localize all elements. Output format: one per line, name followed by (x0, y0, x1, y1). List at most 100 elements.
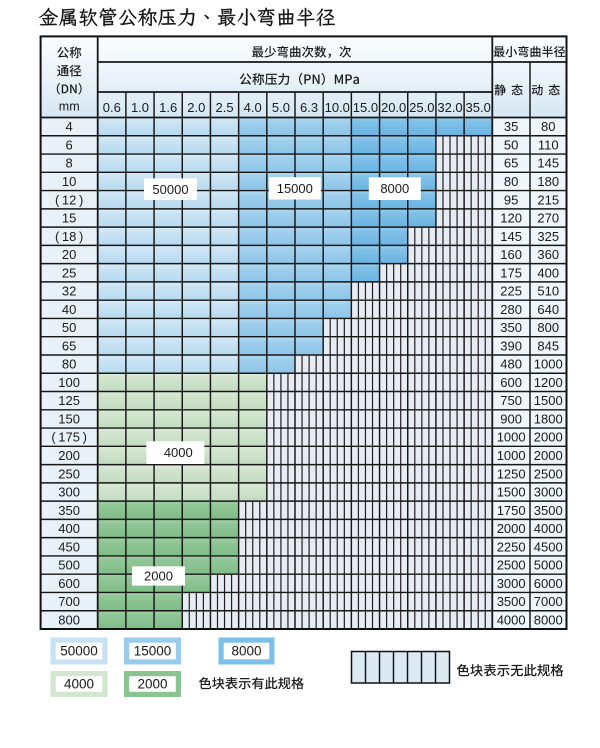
svg-text:175: 175 (500, 265, 522, 280)
svg-text:15000: 15000 (134, 644, 172, 659)
svg-text:225: 225 (500, 284, 522, 299)
svg-text:8: 8 (66, 156, 73, 171)
svg-text:2.0: 2.0 (187, 100, 205, 115)
svg-text:400: 400 (537, 265, 559, 280)
svg-text:3500: 3500 (497, 594, 526, 609)
svg-text:1.0: 1.0 (131, 100, 149, 115)
svg-text:mm: mm (59, 99, 80, 113)
svg-text:360: 360 (537, 247, 559, 262)
svg-text:750: 750 (500, 393, 522, 408)
svg-text:80: 80 (62, 357, 76, 372)
svg-text:0.6: 0.6 (103, 100, 121, 115)
svg-text:8000: 8000 (380, 181, 409, 196)
svg-text:110: 110 (538, 137, 559, 152)
svg-text:280: 280 (500, 302, 522, 317)
svg-text:6000: 6000 (534, 576, 563, 591)
svg-text:1000: 1000 (534, 357, 563, 372)
svg-text:600: 600 (500, 375, 522, 390)
svg-text:900: 900 (500, 411, 522, 426)
svg-text:1000: 1000 (497, 430, 526, 445)
svg-text:15000: 15000 (277, 181, 313, 196)
svg-text:2250: 2250 (497, 539, 526, 554)
svg-text:125: 125 (58, 393, 80, 408)
svg-text:325: 325 (537, 229, 559, 244)
svg-text:640: 640 (537, 302, 559, 317)
svg-text:20: 20 (62, 247, 76, 262)
svg-text:7000: 7000 (534, 594, 563, 609)
svg-text:( 12 ): ( 12 ) (55, 192, 83, 207)
svg-text:800: 800 (537, 320, 559, 335)
svg-text:50: 50 (62, 320, 76, 335)
svg-text:500: 500 (58, 558, 80, 573)
svg-text:400: 400 (58, 521, 80, 536)
svg-text:1800: 1800 (534, 411, 563, 426)
svg-text:4000: 4000 (534, 521, 563, 536)
svg-text:2000: 2000 (137, 677, 167, 692)
svg-text:350: 350 (500, 320, 522, 335)
svg-text:350: 350 (58, 503, 80, 518)
svg-text:80: 80 (504, 174, 518, 189)
svg-text:600: 600 (58, 576, 80, 591)
svg-text:95: 95 (504, 192, 518, 207)
svg-text:2000: 2000 (534, 430, 563, 445)
svg-text:800: 800 (58, 612, 80, 627)
svg-text:35.0: 35.0 (466, 100, 491, 115)
svg-text:180: 180 (537, 174, 559, 189)
svg-text:300: 300 (58, 485, 80, 500)
svg-text:6: 6 (66, 137, 73, 152)
svg-text:15: 15 (62, 211, 76, 226)
svg-text:1.6: 1.6 (159, 100, 177, 115)
svg-text:390: 390 (500, 338, 522, 353)
svg-text:1500: 1500 (534, 393, 563, 408)
svg-text:250: 250 (58, 466, 80, 481)
svg-text:50000: 50000 (152, 182, 188, 197)
svg-text:2500: 2500 (497, 558, 526, 573)
svg-text:4000: 4000 (64, 677, 94, 692)
svg-text:270: 270 (537, 211, 559, 226)
svg-text:10.0: 10.0 (325, 100, 350, 115)
svg-text:2500: 2500 (534, 466, 563, 481)
svg-text:32: 32 (62, 284, 76, 299)
svg-text:4000: 4000 (164, 445, 193, 460)
svg-text:510: 510 (537, 284, 559, 299)
svg-text:2.5: 2.5 (216, 100, 234, 115)
svg-text:15.0: 15.0 (353, 100, 378, 115)
svg-text:200: 200 (58, 448, 80, 463)
svg-text:40: 40 (62, 302, 76, 317)
svg-text:1200: 1200 (534, 375, 563, 390)
svg-text:25: 25 (62, 265, 76, 280)
svg-text:5000: 5000 (534, 558, 563, 573)
svg-text:1500: 1500 (497, 485, 526, 500)
svg-text:4: 4 (66, 119, 73, 134)
svg-text:32.0: 32.0 (437, 100, 462, 115)
svg-text:( 175 ): ( 175 ) (51, 430, 87, 445)
svg-text:150: 150 (58, 411, 80, 426)
svg-text:8000: 8000 (231, 644, 261, 659)
svg-text:2000: 2000 (534, 448, 563, 463)
svg-text:20.0: 20.0 (381, 100, 406, 115)
svg-text:215: 215 (537, 192, 559, 207)
svg-text:4000: 4000 (497, 612, 526, 627)
svg-text:700: 700 (58, 594, 80, 609)
svg-text:1750: 1750 (497, 503, 526, 518)
svg-text:3000: 3000 (534, 485, 563, 500)
svg-text:120: 120 (500, 211, 522, 226)
svg-text:160: 160 (500, 247, 522, 262)
svg-text:35: 35 (504, 119, 518, 134)
svg-text:4500: 4500 (534, 539, 563, 554)
svg-text:2000: 2000 (497, 521, 526, 536)
svg-text:3000: 3000 (497, 576, 526, 591)
svg-text:1250: 1250 (497, 466, 526, 481)
svg-text:10: 10 (62, 174, 76, 189)
svg-text:25.0: 25.0 (409, 100, 434, 115)
svg-text:80: 80 (541, 119, 555, 134)
svg-text:480: 480 (500, 357, 522, 372)
svg-text:845: 845 (537, 338, 559, 353)
svg-text:5.0: 5.0 (272, 100, 290, 115)
svg-text:6.3: 6.3 (300, 100, 318, 115)
svg-text:100: 100 (58, 375, 80, 390)
svg-text:50000: 50000 (60, 644, 98, 659)
svg-text:( 18 ): ( 18 ) (55, 229, 83, 244)
svg-text:50: 50 (504, 137, 518, 152)
svg-text:450: 450 (58, 539, 80, 554)
